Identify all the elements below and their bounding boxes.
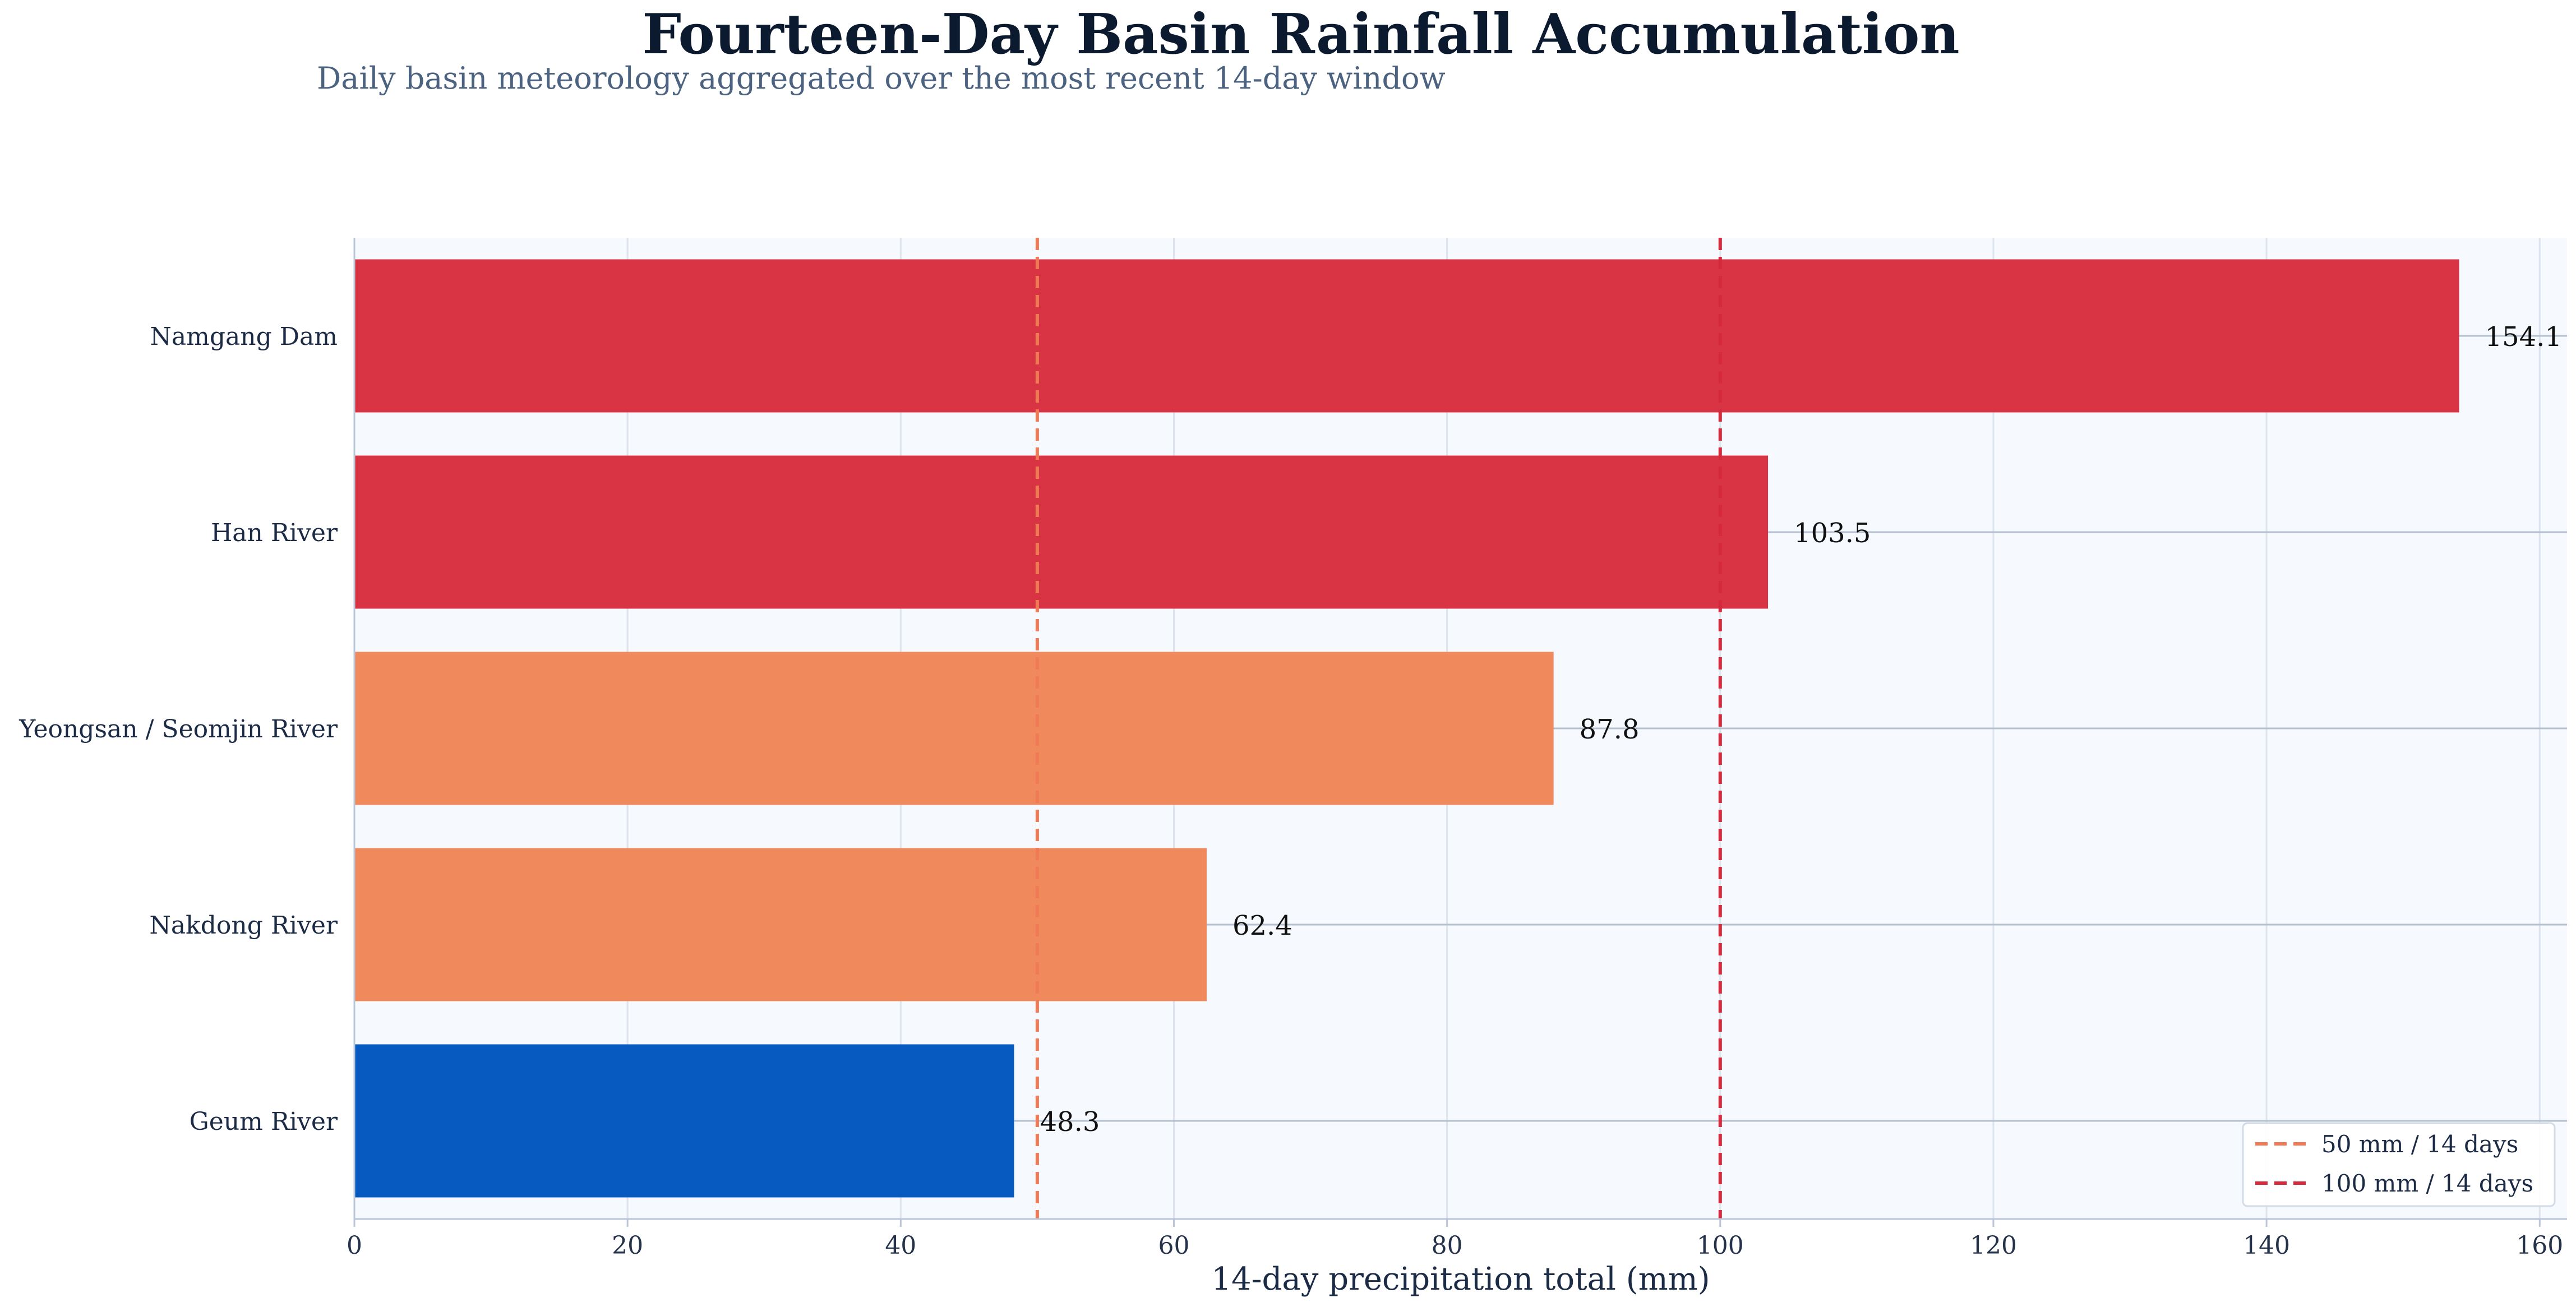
threshold-lines bbox=[1035, 238, 1722, 1219]
category-labels: Namgang Dam Han River Yeongsan / Seomjin R… bbox=[19, 322, 338, 1136]
value-labels: 154.1 103.5 87.8 62.4 48.3 bbox=[1040, 321, 2562, 1138]
legend-label: 50 mm / 14 days bbox=[2321, 1130, 2518, 1158]
x-axis-label: 14-day precipitation total (mm) bbox=[1211, 1261, 1710, 1297]
value-label: 154.1 bbox=[2485, 321, 2562, 353]
legend-label: 100 mm / 14 days bbox=[2321, 1170, 2533, 1197]
category-label: Geum River bbox=[190, 1107, 338, 1136]
x-ticks: 0 20 40 60 80 100 120 140 160 bbox=[347, 1219, 2563, 1260]
x-tick-label: 120 bbox=[1970, 1231, 2017, 1260]
legend-box bbox=[2242, 1122, 2556, 1207]
x-tick-label: 40 bbox=[885, 1231, 916, 1260]
value-label: 48.3 bbox=[1040, 1106, 1100, 1138]
category-label: Yeongsan / Seomjin River bbox=[19, 715, 338, 744]
value-label: 103.5 bbox=[1794, 518, 1871, 549]
category-label: Han River bbox=[211, 519, 338, 547]
x-tick-label: 160 bbox=[2516, 1231, 2563, 1260]
x-tick-label: 100 bbox=[1697, 1231, 1744, 1260]
chart-subtitle: Daily basin meteorology aggregated over … bbox=[317, 61, 1446, 96]
axes bbox=[353, 238, 2567, 1220]
x-tick-label: 60 bbox=[1158, 1231, 1189, 1260]
bar bbox=[354, 652, 1554, 805]
chart-title: Fourteen-Day Basin Rainfall Accumulation bbox=[642, 2, 1959, 67]
bar bbox=[354, 1044, 1014, 1198]
legend: 50 mm / 14 days 100 mm / 14 days bbox=[2242, 1122, 2556, 1207]
x-tick-label: 0 bbox=[347, 1231, 362, 1260]
bars bbox=[354, 259, 2459, 1198]
x-tick-label: 80 bbox=[1432, 1231, 1463, 1260]
x-tick-label: 140 bbox=[2243, 1231, 2290, 1260]
category-label: Nakdong River bbox=[149, 911, 338, 940]
bar bbox=[354, 259, 2459, 413]
x-tick-label: 20 bbox=[612, 1231, 643, 1260]
bar bbox=[354, 455, 1769, 609]
bar bbox=[354, 848, 1207, 1001]
category-label: Namgang Dam bbox=[150, 322, 338, 351]
value-label: 62.4 bbox=[1232, 910, 1292, 941]
value-label: 87.8 bbox=[1580, 714, 1640, 745]
